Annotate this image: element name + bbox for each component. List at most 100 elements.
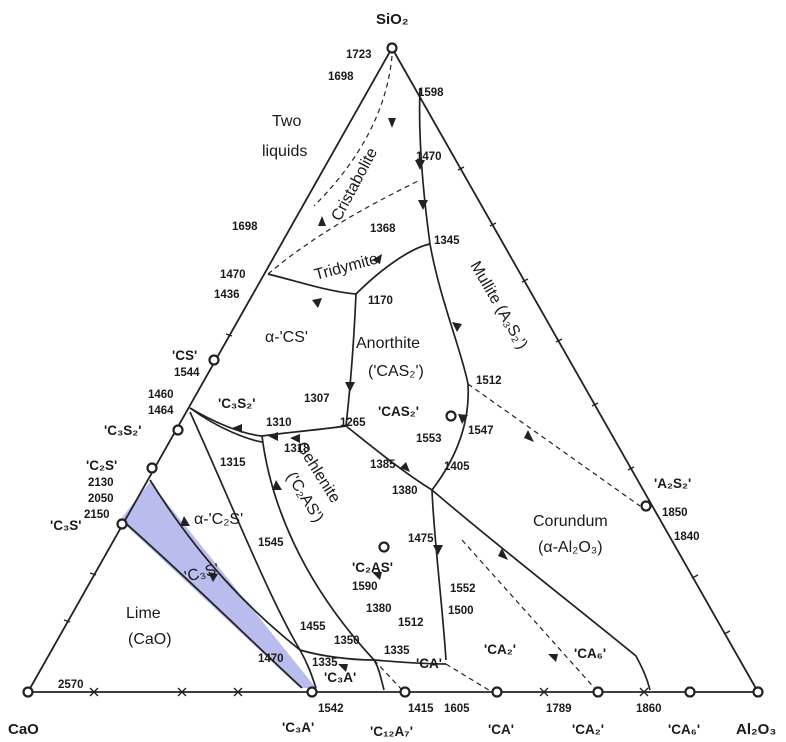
temp-1512b: 1512: [398, 617, 424, 629]
temp-2150: 2150: [84, 509, 110, 521]
boundary-corundum-ca2: [431, 489, 651, 691]
temp-1547: 1547: [468, 425, 494, 437]
compound-a2s2: 'A₂S₂': [654, 476, 691, 491]
point-cs: [208, 354, 220, 366]
compound-ca-inner: 'CA': [416, 656, 442, 671]
boundary-gehlenite-ca: [373, 659, 447, 665]
boundary-curves: [121, 87, 651, 691]
temp-1598: 1598: [418, 87, 444, 99]
temp-1500: 1500: [448, 605, 474, 617]
temp-2050: 2050: [88, 493, 114, 505]
temp-1470c: 1470: [258, 653, 284, 665]
region-tridymite: Tridymite: [313, 251, 380, 284]
compound-ca2-base: 'CA₂': [572, 722, 604, 737]
triangle-edges: [27, 47, 759, 693]
boundary-anorthite-corundum: [431, 383, 470, 491]
boundary-anorthite-gehlenite: [345, 425, 433, 491]
boundary-cs-anorthite: [345, 293, 357, 427]
compound-c3a-base: 'C₃A': [282, 720, 314, 735]
boundary-c2s-c3s2-double-2: [189, 411, 301, 651]
dashed-lines: [267, 55, 641, 693]
compound-c12a7-base: 'C₁₂A₇': [370, 724, 413, 739]
c3s-shaded-field: [120, 482, 316, 688]
compound-ca-base: 'CA': [488, 722, 514, 737]
region-alpha-cs: α-'CS': [265, 329, 308, 346]
point-c2as: [378, 541, 390, 553]
boundary-c2s-gehlenite: [261, 435, 375, 661]
temp-1405: 1405: [444, 461, 470, 473]
temp-1345: 1345: [434, 235, 460, 247]
boundary-silica-anorthite: [355, 243, 431, 295]
temp-1460: 1460: [148, 389, 174, 401]
dash-ca2-corundum: [461, 539, 599, 693]
compound-ca2-inner: 'CA₂': [484, 642, 516, 657]
temp-1170: 1170: [368, 295, 393, 307]
temp-1335a: 1335: [384, 645, 410, 657]
point-al2o3: [752, 686, 764, 698]
region-lime: Lime: [126, 605, 161, 622]
temp-1850: 1850: [662, 507, 688, 519]
boundary-silica-mullite: [418, 87, 431, 245]
compound-c2as: 'C₂AS': [352, 560, 393, 575]
point-c3s2: [172, 424, 184, 436]
region-corundum: Corundum: [533, 513, 608, 530]
temp-2130: 2130: [88, 477, 114, 489]
point-a2s2: [640, 500, 652, 512]
region-alpha-c2s: α-'C₂S': [194, 511, 243, 528]
region-two-liquids-1: Two: [272, 113, 301, 130]
temp-1470a: 1470: [416, 151, 442, 163]
temp-1464: 1464: [148, 405, 174, 417]
point-c3s: [116, 518, 128, 530]
boundary-c3s2-gehlenite: [261, 425, 347, 437]
edge-right: [391, 47, 759, 693]
temp-1605: 1605: [444, 703, 470, 715]
temp-1553: 1553: [416, 433, 442, 445]
temp-1552: 1552: [450, 583, 476, 595]
temp-1512a: 1512: [476, 375, 502, 387]
temp-1315: 1315: [220, 457, 246, 469]
edge-ticks: [63, 166, 731, 697]
temp-1318: 1318: [284, 443, 310, 455]
compound-c3s: 'C₃S': [50, 518, 81, 533]
temp-1415: 1415: [408, 703, 434, 715]
compound-cs: 'CS': [172, 348, 197, 363]
region-lime-formula: (CaO): [128, 631, 172, 648]
point-ca: [491, 686, 503, 698]
temp-1455: 1455: [300, 621, 326, 633]
point-ca2: [592, 686, 604, 698]
temp-1590: 1590: [352, 581, 378, 593]
temp-1265: 1265: [340, 417, 366, 429]
temp-1698b: 1698: [232, 221, 258, 233]
point-c2s: [146, 462, 158, 474]
compound-ca6-base: 'CA₆': [668, 722, 700, 737]
temp-1380b: 1380: [366, 603, 392, 615]
dash-ca-cas2: [445, 663, 493, 693]
edge-left: [27, 47, 393, 693]
point-c3a: [306, 686, 318, 698]
temp-1335b: 1335: [312, 657, 338, 669]
temp-1307: 1307: [304, 393, 330, 405]
compound-ca6-inner: 'CA₆': [574, 646, 606, 661]
point-sio2: [386, 42, 398, 54]
temp-1470b: 1470: [220, 269, 246, 281]
vertex-label-sio2: SiO₂: [376, 11, 409, 28]
region-anorthite: Anorthite: [356, 335, 420, 352]
point-cao: [22, 686, 34, 698]
compound-points: [22, 42, 764, 698]
dash-two-liquids-upper: [313, 55, 393, 207]
temp-1545: 1545: [258, 537, 284, 549]
temp-1436: 1436: [214, 289, 240, 301]
temp-1475: 1475: [408, 533, 434, 545]
boundary-gehlenite-corundum: [431, 489, 447, 661]
dash-c12a7: [373, 659, 405, 693]
region-mullite: Mullite (A₃S₂'): [467, 259, 531, 353]
region-two-liquids-2: liquids: [262, 143, 307, 160]
temp-1385: 1385: [370, 459, 396, 471]
temp-1789: 1789: [546, 703, 572, 715]
temp-1542: 1542: [318, 703, 344, 715]
dash-two-liquids-lower: [267, 179, 421, 275]
temp-1380a: 1380: [392, 485, 418, 497]
point-cas2: [445, 410, 457, 422]
boundary-c2s-c3s2-double-1: [189, 407, 263, 443]
